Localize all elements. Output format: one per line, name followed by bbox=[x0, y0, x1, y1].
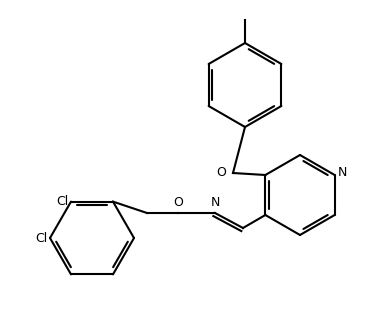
Text: N: N bbox=[210, 196, 220, 209]
Text: Cl: Cl bbox=[35, 231, 47, 244]
Text: Cl: Cl bbox=[56, 195, 68, 208]
Text: O: O bbox=[173, 196, 183, 209]
Text: O: O bbox=[216, 166, 226, 179]
Text: N: N bbox=[338, 166, 347, 179]
